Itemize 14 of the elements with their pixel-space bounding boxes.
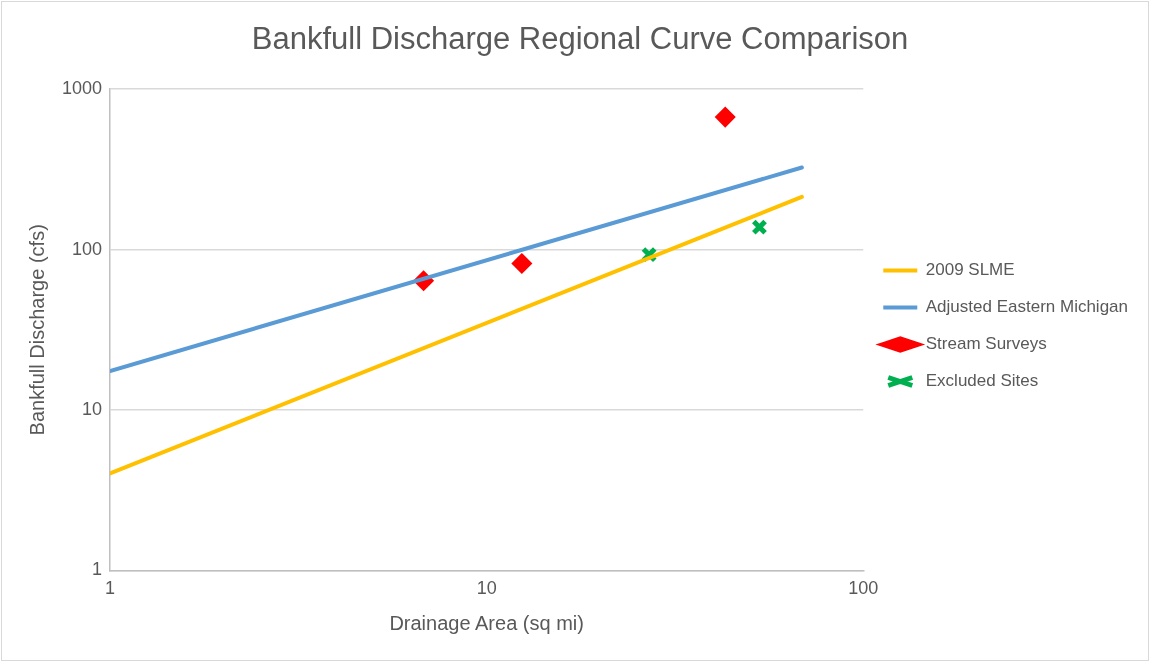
x-tick-label: 1 <box>105 578 116 599</box>
legend-label: Stream Surveys <box>925 334 1047 354</box>
legend-label: 2009 SLME <box>925 260 1015 280</box>
y-tick-label: 1 <box>92 559 103 580</box>
x-tick-label: 10 <box>476 578 497 599</box>
y-tick-label: 10 <box>82 398 103 419</box>
x-tick-label: 100 <box>848 578 879 599</box>
y-tick-label: 100 <box>72 238 103 259</box>
x-axis-title: Drainage Area (sq mi) <box>389 611 584 634</box>
legend-label: Excluded Sites <box>925 371 1039 391</box>
chart-title: Bankfull Discharge Regional Curve Comparison <box>251 21 909 57</box>
y-axis-title: Bankfull Discharge (cfs) <box>25 224 48 436</box>
y-tick-label: 1000 <box>62 78 103 99</box>
legend-label: Adjusted Eastern Michigan <box>925 297 1129 317</box>
